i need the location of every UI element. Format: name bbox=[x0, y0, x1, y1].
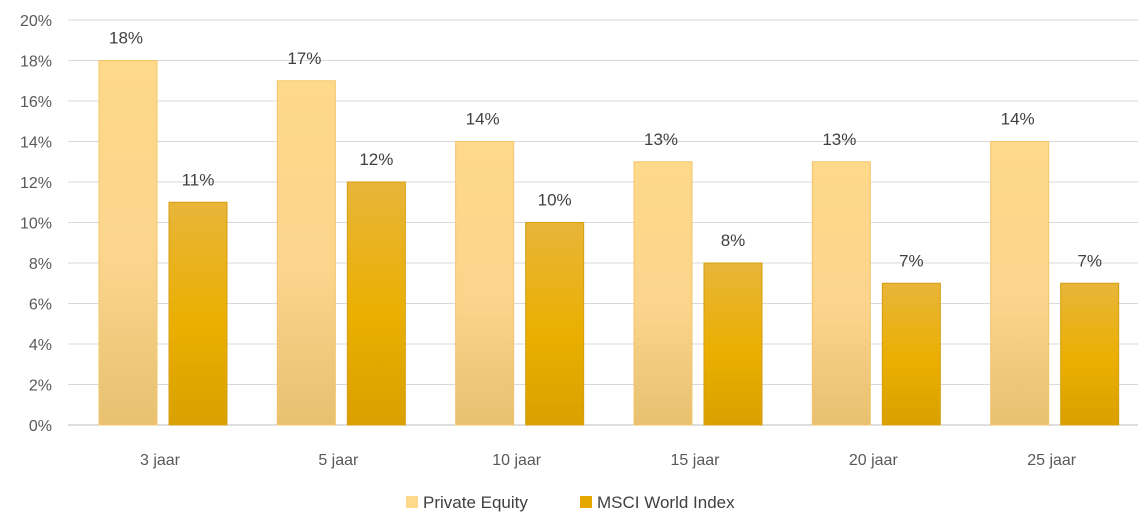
bar-msci-world-index bbox=[1060, 282, 1120, 426]
data-label: 17% bbox=[287, 49, 321, 68]
y-tick-label: 4% bbox=[29, 337, 52, 354]
y-axis-ticks: 0% 2% 4% 6% 8% 10% 12% 14% 16% 18% 20% bbox=[20, 13, 52, 435]
bar-private-equity bbox=[98, 60, 158, 426]
gridlines bbox=[68, 19, 1138, 426]
x-tick-label: 25 jaar bbox=[1027, 452, 1077, 469]
y-tick-label: 16% bbox=[20, 94, 52, 111]
data-label: 10% bbox=[538, 191, 572, 210]
y-tick-label: 10% bbox=[20, 216, 52, 233]
y-tick-label: 20% bbox=[20, 13, 52, 30]
data-label: 14% bbox=[466, 110, 500, 129]
bar-private-equity bbox=[276, 80, 336, 426]
data-label: 8% bbox=[721, 231, 746, 250]
legend-swatch-private-equity bbox=[406, 496, 418, 508]
bar-private-equity bbox=[990, 141, 1050, 426]
y-tick-label: 0% bbox=[29, 418, 52, 435]
data-label: 11% bbox=[182, 170, 215, 189]
bar-msci-world-index bbox=[881, 282, 941, 426]
data-label: 14% bbox=[1001, 110, 1035, 129]
data-label: 7% bbox=[899, 251, 924, 270]
data-labels: 18% 11% 17% 12% 14% 10% 13% 8% 13% 7% 14% 7% bbox=[109, 29, 1102, 271]
data-label: 7% bbox=[1077, 251, 1102, 270]
y-tick-label: 12% bbox=[20, 175, 52, 192]
y-tick-label: 14% bbox=[20, 135, 52, 152]
data-label: 13% bbox=[644, 130, 678, 149]
legend-label-msci-world-index: MSCI World Index bbox=[597, 493, 735, 512]
legend-label-private-equity: Private Equity bbox=[423, 493, 528, 512]
data-label: 12% bbox=[359, 150, 393, 169]
bar-private-equity bbox=[811, 161, 871, 426]
bar-private-equity bbox=[455, 141, 515, 426]
x-tick-label: 10 jaar bbox=[492, 452, 542, 469]
bar-msci-world-index bbox=[346, 181, 406, 426]
x-axis-ticks: 3 jaar 5 jaar 10 jaar 15 jaar 20 jaar 25 jaar bbox=[140, 452, 1077, 469]
legend-swatch-msci-world-index bbox=[580, 496, 592, 508]
bar-msci-world-index bbox=[168, 201, 228, 426]
bar-private-equity bbox=[633, 161, 693, 426]
bars bbox=[98, 60, 1120, 426]
y-tick-label: 8% bbox=[29, 256, 52, 273]
legend: Private Equity MSCI World Index bbox=[406, 493, 735, 512]
x-tick-label: 3 jaar bbox=[140, 452, 181, 469]
x-tick-label: 20 jaar bbox=[849, 452, 899, 469]
bar-msci-world-index bbox=[525, 222, 585, 426]
x-tick-label: 5 jaar bbox=[318, 452, 359, 469]
data-label: 18% bbox=[109, 29, 143, 48]
y-tick-label: 6% bbox=[29, 297, 52, 314]
y-tick-label: 2% bbox=[29, 378, 52, 395]
y-tick-label: 18% bbox=[20, 54, 52, 71]
bar-msci-world-index bbox=[703, 262, 763, 426]
x-tick-label: 15 jaar bbox=[671, 452, 721, 469]
data-label: 13% bbox=[822, 130, 856, 149]
